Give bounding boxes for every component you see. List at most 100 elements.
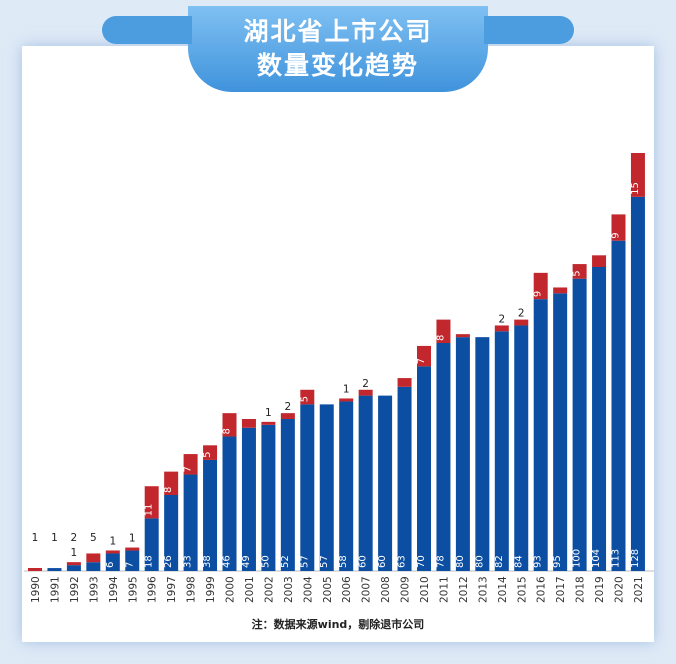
x-tick-2001: 2001 (244, 576, 256, 603)
bar-new-2019 (592, 255, 607, 267)
x-tick-2004: 2004 (302, 576, 314, 603)
bar-new-label-2021: 15 (630, 182, 641, 195)
title-banner: 湖北省上市公司 数量变化趋势 (102, 6, 574, 92)
bar-base-label-2001: 49 (241, 555, 252, 568)
bar-base-label-1996: 18 (144, 555, 155, 568)
bar-base-label-2000: 46 (222, 555, 233, 568)
bar-base-2011 (436, 343, 451, 571)
bar-base-label-2016: 93 (533, 555, 544, 568)
bar-base-1998 (183, 474, 198, 571)
x-tick-2003: 2003 (283, 576, 295, 603)
bar-base-label-2018: 100 (572, 549, 583, 568)
bar-new-2020 (611, 214, 626, 241)
bar-base-label-2006: 58 (338, 555, 349, 568)
above-label-1990: 1 (32, 532, 39, 544)
data-source-note: 注：数据来源wind，剔除退市公司 (251, 618, 425, 631)
bar-base-2015 (514, 325, 529, 571)
bar-new-2017 (553, 287, 568, 294)
bar-base-2020 (611, 240, 626, 571)
bar-base-label-2008: 60 (377, 555, 388, 568)
bar-new-1990 (28, 568, 42, 571)
bar-new-label-1997: 8 (163, 487, 174, 493)
x-tick-2000: 2000 (225, 576, 237, 603)
x-tick-2005: 2005 (322, 576, 334, 603)
bar-new-2009 (397, 378, 412, 387)
bar-new-1999 (203, 445, 218, 460)
chart-title-line-1: 湖北省上市公司 (243, 17, 433, 46)
bar-base-label-2012: 80 (455, 555, 466, 568)
above-label-1993: 5 (90, 532, 97, 544)
bar-base-label-1997: 26 (163, 555, 174, 568)
bar-base-2008 (378, 395, 393, 571)
bar-new-2002 (261, 421, 276, 425)
bar-base-label-2003: 52 (280, 555, 291, 568)
above-label-2006: 1 (343, 384, 350, 396)
x-tick-1995: 1995 (127, 576, 139, 603)
bar-base-2009 (397, 386, 412, 571)
above-label-1992: 2 (71, 532, 78, 544)
chart-title-line-2: 数量变化趋势 (256, 51, 419, 80)
above-label-2007: 2 (362, 378, 369, 390)
bar-base-2006 (339, 401, 354, 571)
bar-new-label-2000: 8 (222, 428, 233, 434)
bar-base-1994 (105, 553, 120, 571)
x-tick-2012: 2012 (458, 576, 470, 603)
bar-base-1995 (125, 550, 140, 571)
x-tick-2020: 2020 (614, 576, 626, 603)
x-tick-1997: 1997 (166, 576, 178, 603)
bar-new-1993 (86, 553, 101, 563)
bar-base-2021 (630, 196, 645, 571)
bar-base-label-2013: 80 (474, 555, 485, 568)
bar-base-1992 (66, 565, 81, 571)
bar-new-2006 (339, 398, 354, 402)
bar-base-label-2015: 84 (513, 555, 524, 568)
bar-new-label-2018: 5 (572, 270, 583, 276)
bar-base-2002 (261, 424, 276, 571)
bar-base-2018 (572, 278, 587, 571)
bar-new-1995 (125, 547, 140, 551)
bar-base-label-1994: 6 (105, 562, 116, 568)
bar-new-label-2004: 5 (299, 396, 310, 402)
bar-new-2016 (533, 272, 548, 300)
bar-base-1999 (203, 459, 218, 571)
bar-new-2011 (436, 319, 451, 343)
bar-base-label-2010: 70 (416, 555, 427, 568)
bar-new-label-1996: 11 (144, 504, 155, 517)
above-label-2002: 1 (265, 407, 272, 419)
bar-new-label-1999: 5 (202, 452, 213, 458)
bar-new-2010 (417, 345, 431, 367)
bar-base-label-2014: 82 (494, 555, 505, 568)
bar-base-label-2004: 57 (299, 555, 310, 568)
bar-new-2007 (358, 389, 373, 396)
bar-new-1998 (183, 454, 198, 475)
bar-base-label-2007: 60 (358, 555, 369, 568)
bar-base-1991 (47, 568, 62, 571)
bar-new-label-2011: 8 (435, 335, 446, 341)
x-tick-2008: 2008 (380, 576, 392, 603)
bar-base-2000 (222, 436, 237, 571)
bar-base-label-1998: 33 (183, 555, 194, 568)
above-label-1992-b: 1 (71, 547, 78, 559)
above-label-2015: 2 (518, 308, 525, 320)
bar-new-2000 (222, 413, 237, 437)
x-tick-1998: 1998 (186, 576, 198, 603)
x-tick-2010: 2010 (419, 576, 431, 603)
above-label-1991: 1 (51, 532, 58, 544)
bar-new-1996 (144, 486, 159, 519)
bar-base-label-2009: 63 (397, 555, 408, 568)
x-tick-2009: 2009 (400, 576, 412, 603)
x-tick-1993: 1993 (88, 576, 100, 603)
above-label-1994: 1 (109, 536, 116, 548)
x-tick-1991: 1991 (49, 576, 61, 603)
bar-base-1997 (164, 495, 179, 571)
bar-new-1994 (105, 550, 120, 554)
bar-base-label-2021: 128 (630, 549, 641, 568)
bar-new-label-2010: 7 (416, 358, 427, 364)
bar-base-label-2019: 104 (591, 549, 602, 568)
bar-base-label-2020: 113 (611, 549, 622, 568)
bar-new-label-2020: 9 (611, 232, 622, 238)
bar-base-1996 (144, 518, 159, 571)
x-tick-2013: 2013 (477, 576, 489, 603)
bar-base-2017 (553, 293, 568, 571)
